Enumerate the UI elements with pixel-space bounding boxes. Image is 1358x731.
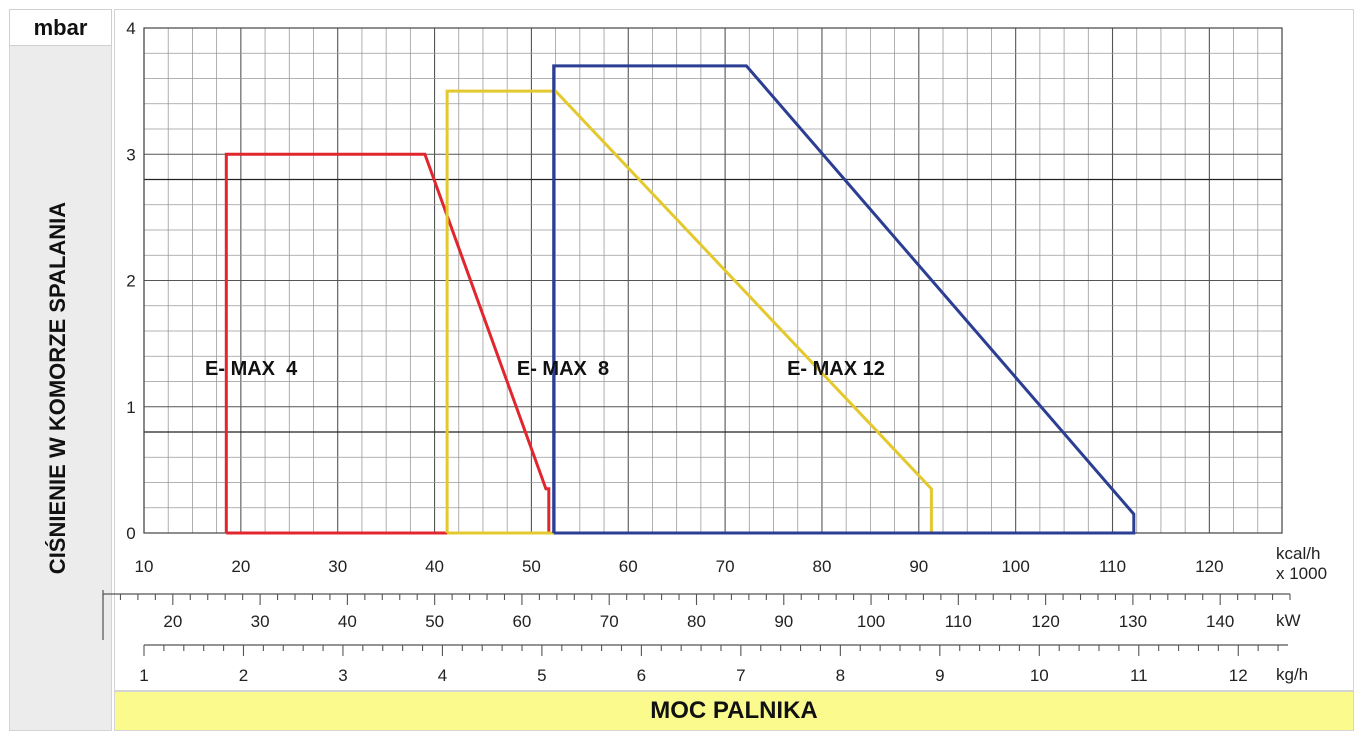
kw-tick-label: 90 xyxy=(774,612,793,631)
kcal-unit-label: kcal/h xyxy=(1276,544,1320,563)
kgh-tick-label: 7 xyxy=(736,666,745,685)
kgh-tick-label: 2 xyxy=(239,666,248,685)
series-label-2: E- MAX 8 xyxy=(517,358,609,380)
kcal-tick-label: 120 xyxy=(1195,557,1223,576)
kw-tick-label: 120 xyxy=(1031,612,1059,631)
series-label-1: E- MAX 4 xyxy=(205,358,298,380)
y-tick-label: 2 xyxy=(126,272,135,291)
x-axis-title: MOC PALNIKA xyxy=(114,691,1354,731)
kcal-tick-label: 60 xyxy=(619,557,638,576)
series-label-3: E- MAX 12 xyxy=(787,358,885,380)
kgh-tick-label: 4 xyxy=(438,666,447,685)
kgh-unit-label: kg/h xyxy=(1276,665,1308,684)
kw-tick-label: 80 xyxy=(687,612,706,631)
plot-panel xyxy=(114,9,1354,691)
y-unit-label: mbar xyxy=(9,9,112,46)
kgh-tick-label: 9 xyxy=(935,666,944,685)
kcal-tick-label: 30 xyxy=(328,557,347,576)
kcal-tick-label: 50 xyxy=(522,557,541,576)
kcal-tick-label: 90 xyxy=(909,557,928,576)
kcal-tick-label: 10 xyxy=(135,557,154,576)
kgh-tick-label: 11 xyxy=(1130,666,1148,685)
kw-unit-label: kW xyxy=(1276,611,1301,630)
kw-tick-label: 140 xyxy=(1206,612,1234,631)
grid xyxy=(143,27,1283,534)
kcal-tick-label: 70 xyxy=(716,557,735,576)
y-tick-label: 3 xyxy=(126,145,135,164)
series-outline-2 xyxy=(445,89,933,535)
kw-tick-label: 50 xyxy=(425,612,444,631)
kw-tick-label: 30 xyxy=(251,612,270,631)
kgh-tick-label: 12 xyxy=(1229,666,1248,685)
y-axis-strip xyxy=(9,9,112,731)
y-tick-label: 1 xyxy=(126,398,135,417)
y-tick-label: 0 xyxy=(126,524,135,543)
kcal-unit-label: x 1000 xyxy=(1276,564,1327,583)
series-outline-1 xyxy=(224,152,551,535)
kw-tick-label: 100 xyxy=(857,612,885,631)
kcal-tick-label: 110 xyxy=(1099,557,1126,576)
kw-tick-label: 110 xyxy=(945,612,972,631)
kw-tick-label: 20 xyxy=(163,612,182,631)
kcal-tick-label: 80 xyxy=(812,557,831,576)
kcal-tick-label: 100 xyxy=(1001,557,1029,576)
kgh-tick-label: 3 xyxy=(338,666,347,685)
kw-tick-label: 40 xyxy=(338,612,357,631)
kw-tick-label: 60 xyxy=(512,612,531,631)
kcal-tick-label: 40 xyxy=(425,557,444,576)
kgh-tick-label: 10 xyxy=(1030,666,1049,685)
kcal-tick-label: 20 xyxy=(231,557,250,576)
kgh-tick-label: 5 xyxy=(537,666,546,685)
series-outline-3 xyxy=(552,64,1136,535)
kw-tick-label: 130 xyxy=(1119,612,1147,631)
y-tick-label: 4 xyxy=(126,19,135,38)
kgh-tick-label: 6 xyxy=(637,666,646,685)
kgh-tick-label: 1 xyxy=(139,666,148,685)
kw-tick-label: 70 xyxy=(600,612,619,631)
kgh-tick-label: 8 xyxy=(836,666,845,685)
